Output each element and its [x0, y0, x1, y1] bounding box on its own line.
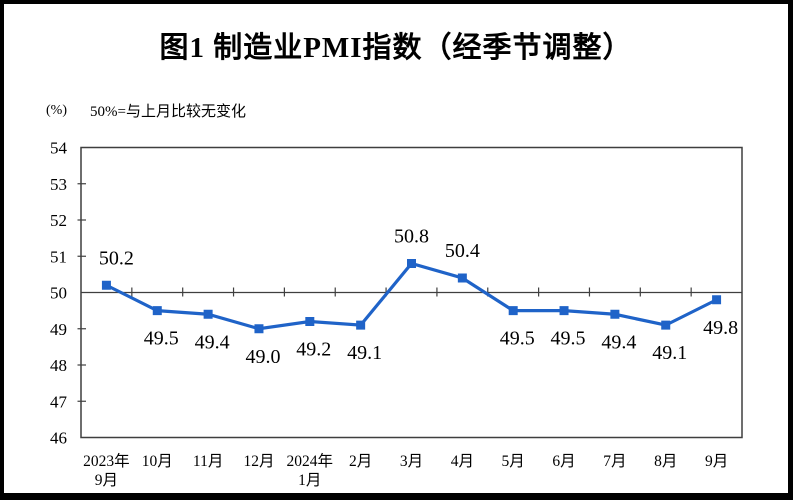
data-point-label: 49.4 [195, 331, 230, 353]
x-axis-category-label: 1月 [298, 472, 321, 489]
x-axis-category-label: 8月 [654, 453, 677, 470]
x-axis-category-label: 6月 [552, 453, 575, 470]
data-point-label: 49.8 [703, 317, 738, 339]
data-point-label: 50.8 [394, 226, 429, 248]
x-axis-category-label: 12月 [243, 453, 274, 470]
data-point-marker[interactable] [254, 324, 264, 334]
data-point-label: 49.1 [347, 342, 382, 364]
x-axis-category-label: 9月 [95, 472, 118, 489]
y-axis-tick-label: 48 [50, 356, 67, 375]
x-axis-category-label: 4月 [451, 453, 474, 470]
x-axis-category-label: 2月 [349, 453, 372, 470]
y-axis-tick-label: 53 [50, 175, 67, 194]
data-point-label: 49.5 [551, 328, 586, 350]
data-point-marker[interactable] [203, 309, 213, 319]
data-point-marker[interactable] [661, 320, 671, 330]
data-point-label: 49.1 [652, 342, 687, 364]
y-axis-tick-label: 51 [50, 247, 67, 266]
data-point-marker[interactable] [101, 280, 111, 290]
data-point-marker[interactable] [305, 317, 315, 326]
x-axis-category-label: 10月 [142, 453, 173, 470]
x-axis-category-label: 3月 [400, 453, 423, 470]
y-axis-tick-label: 49 [50, 320, 67, 339]
y-axis-tick-label: 46 [50, 429, 67, 448]
x-axis-category-label: 9月 [705, 453, 728, 470]
data-point-marker[interactable] [152, 306, 162, 316]
chart-title: 图1 制造业PMI指数（经季节调整） [159, 32, 633, 64]
data-point-marker[interactable] [407, 259, 416, 268]
y-axis-tick-label: 54 [50, 139, 68, 158]
data-point-label: 49.5 [500, 328, 535, 350]
y-axis-tick-label: 50 [50, 284, 67, 303]
data-point-label: 50.4 [445, 240, 480, 262]
pmi-series-line [105, 261, 718, 331]
x-axis-category-label: 2023年 [83, 452, 130, 470]
data-point-label: 50.2 [99, 247, 134, 269]
data-point-label: 49.2 [296, 339, 331, 361]
y-axis-unit-label: (%) [46, 103, 67, 118]
data-point-marker[interactable] [559, 306, 569, 316]
data-point-label: 49.4 [601, 331, 636, 353]
data-point-label: 49.0 [245, 346, 280, 368]
x-axis-category-label: 7月 [603, 453, 626, 470]
data-point-marker[interactable] [457, 273, 467, 283]
data-point-marker[interactable] [712, 295, 722, 305]
x-axis-category-label: 5月 [502, 453, 525, 470]
data-point-label: 49.5 [144, 328, 179, 350]
data-point-marker[interactable] [508, 306, 518, 316]
data-point-marker[interactable] [610, 309, 620, 319]
x-axis-category-label: 11月 [193, 453, 223, 470]
x-axis-category-label: 2024年 [287, 452, 334, 470]
y-axis-tick-label: 47 [50, 392, 68, 411]
data-point-marker[interactable] [356, 320, 366, 330]
pmi-line-chart: 46 47 48 49 50 51 52 53 54 2023年 9月 10月 11月 12月 2024年 1… [50, 139, 743, 489]
y-axis-tick-label: 52 [50, 211, 67, 230]
reference-line-note: 50%=与上月比较无变化 [90, 104, 246, 120]
